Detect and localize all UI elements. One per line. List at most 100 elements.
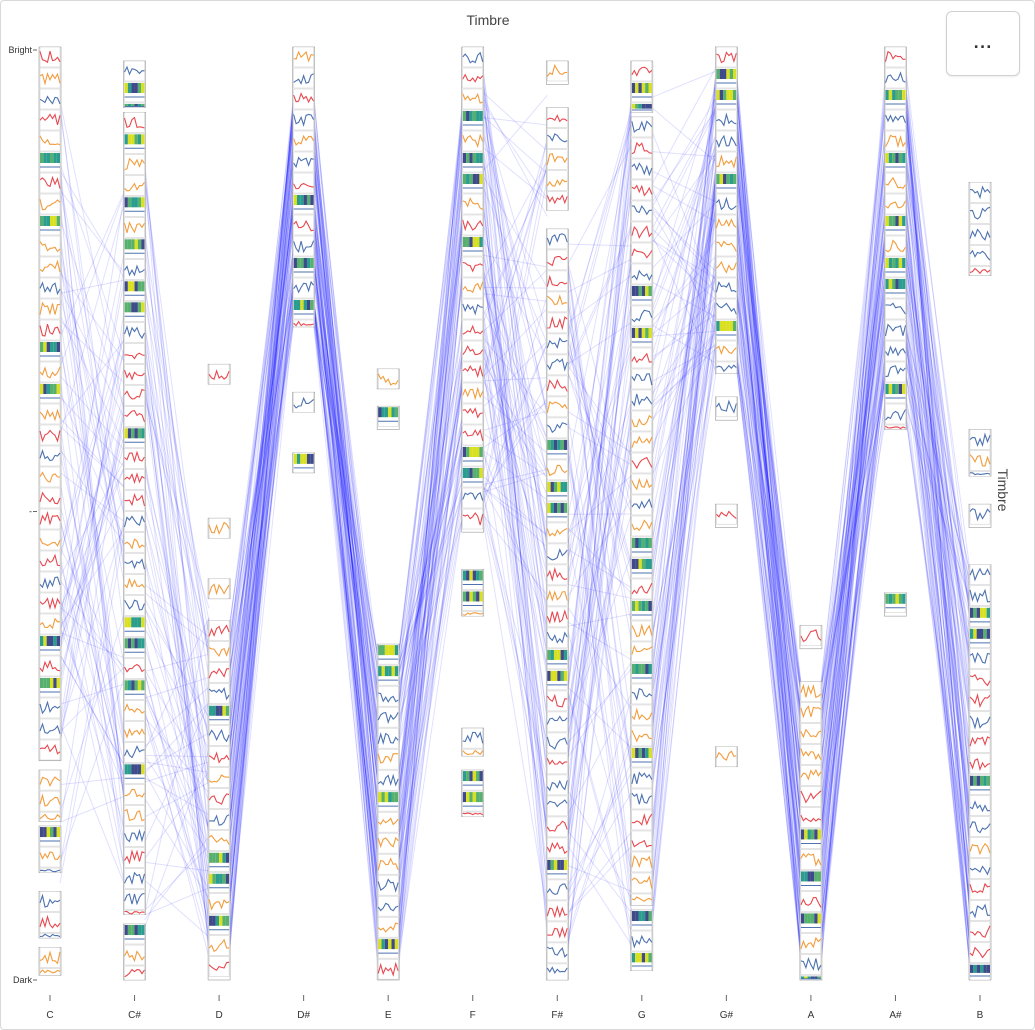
polyline	[397, 93, 464, 886]
glyph	[377, 895, 399, 917]
polyline	[820, 367, 886, 707]
polyline	[482, 104, 548, 417]
polyline	[651, 174, 717, 733]
polyline	[651, 302, 717, 748]
glyph	[631, 662, 653, 684]
glyph	[716, 361, 737, 374]
polyline	[566, 126, 633, 804]
polyline	[144, 166, 210, 845]
glyph	[124, 574, 145, 595]
polyline	[651, 324, 717, 364]
glyph	[546, 543, 568, 565]
glyph	[208, 830, 230, 851]
polyline	[228, 257, 295, 645]
polyline	[904, 290, 971, 854]
polyline	[651, 77, 717, 679]
polyline	[651, 190, 717, 571]
polyline	[482, 475, 548, 537]
polyline	[482, 116, 548, 413]
glyph	[39, 613, 61, 635]
polyline	[904, 329, 971, 584]
polyline	[228, 163, 295, 886]
polyline	[651, 279, 717, 336]
glyph	[547, 669, 568, 691]
glyph	[969, 648, 991, 670]
glyph	[124, 784, 145, 805]
polyline	[820, 335, 886, 719]
polyline	[820, 98, 886, 769]
polyline	[651, 69, 717, 738]
more-options-button[interactable]: ...	[946, 11, 1020, 76]
polyline	[59, 442, 126, 674]
polyline	[228, 318, 295, 943]
polyline	[904, 265, 971, 655]
polyline	[397, 479, 464, 673]
polyline	[228, 106, 295, 876]
glyph	[39, 634, 61, 656]
polyline	[313, 139, 379, 765]
polyline	[144, 221, 210, 955]
polyline	[397, 416, 464, 791]
polyline	[820, 356, 886, 905]
polyline	[904, 86, 971, 786]
x-tick-label: A	[808, 1010, 815, 1021]
glyph	[39, 912, 61, 933]
polyline	[904, 195, 971, 878]
polyline	[651, 183, 717, 765]
y-tick-label: Bright	[8, 45, 32, 55]
glyph	[631, 158, 653, 180]
glyph	[631, 431, 653, 453]
glyph	[377, 406, 399, 427]
polyline	[820, 352, 886, 866]
glyph	[39, 214, 61, 236]
polyline	[482, 486, 548, 548]
polyline	[820, 291, 886, 844]
glyph	[377, 937, 399, 959]
polyline	[482, 103, 548, 552]
glyph	[208, 683, 230, 704]
polyline	[566, 667, 633, 744]
polyline	[228, 154, 295, 851]
polyline	[651, 209, 717, 325]
polyline	[566, 457, 633, 917]
polyline	[59, 375, 126, 876]
polyline	[566, 228, 633, 374]
polyline	[482, 449, 548, 501]
polyline	[566, 339, 633, 537]
polyline	[735, 176, 802, 714]
glyph	[124, 490, 146, 511]
glyph	[631, 347, 653, 369]
polyline	[735, 118, 802, 856]
polyline	[735, 236, 802, 841]
glyph	[716, 503, 737, 525]
polyline	[313, 308, 379, 729]
polyline	[482, 149, 548, 837]
polyline	[651, 252, 717, 718]
glyph	[39, 487, 61, 509]
polyline	[144, 671, 210, 937]
polyline	[904, 296, 971, 592]
polyline	[820, 282, 886, 778]
glyph	[462, 109, 483, 131]
polyline	[735, 198, 802, 784]
polyline	[313, 247, 379, 903]
glyph	[969, 711, 991, 733]
polyline	[820, 83, 886, 921]
polyline	[820, 157, 886, 864]
glyph	[631, 683, 653, 705]
polyline	[228, 259, 295, 832]
polyline	[144, 355, 210, 656]
glyph	[546, 149, 568, 170]
polyline	[397, 216, 464, 835]
polyline	[904, 190, 971, 695]
polyline	[59, 344, 126, 692]
polyline	[228, 208, 295, 844]
polyline	[735, 113, 802, 795]
glyph	[39, 676, 61, 698]
polyline	[566, 185, 633, 732]
polyline	[228, 288, 295, 903]
polyline	[482, 472, 548, 493]
glyph	[546, 711, 568, 733]
glyph	[39, 319, 61, 341]
glyph	[969, 879, 991, 901]
